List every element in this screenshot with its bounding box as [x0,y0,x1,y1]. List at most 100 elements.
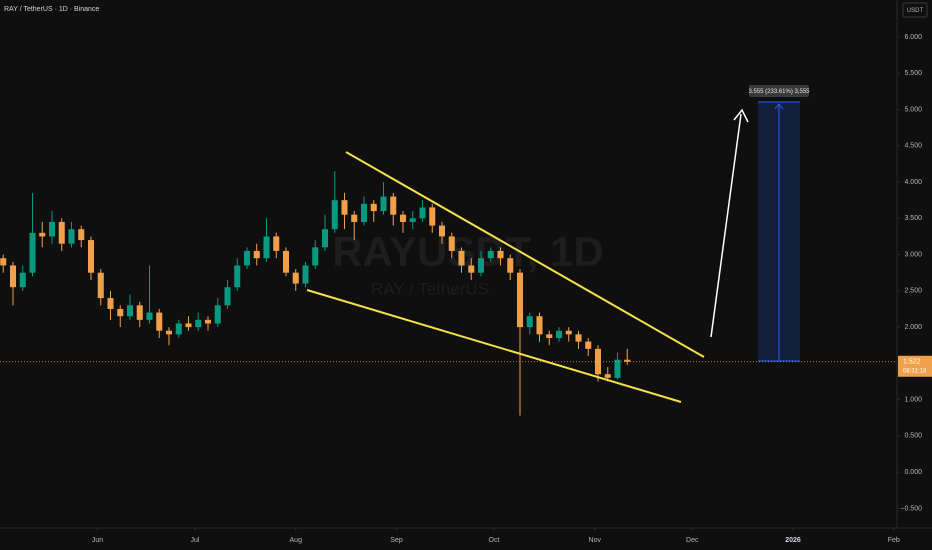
candle-body [302,265,309,284]
candle-body [97,272,104,299]
candle-body [117,308,124,317]
symbol-header: RAY / TetherUS · 1D · Binance [4,6,99,13]
candle-body [477,258,485,273]
candle-body [429,207,436,226]
candle-body [234,265,241,288]
plot-area: 6.000 5.500 5.000 4.500 4.000 3.500 3.000 2.500… [0,34,922,544]
candle-body [175,323,182,335]
last-price-tag [898,355,932,377]
candle-body [58,221,65,244]
x-tick-label: 2026 [785,537,801,544]
candle-body [487,250,494,259]
candle-body [126,305,134,317]
candle-body [29,232,36,273]
measure-arrow [774,103,784,110]
candle-body [614,359,621,378]
x-tick-label: Jul [191,537,200,544]
y-tick-label: 2.000 [904,324,922,331]
y-tick-label: 5.500 [904,70,922,77]
y-tick-label: −0.500 [900,505,922,512]
candle-body [185,323,192,328]
last-price-label: 1.522 [903,359,921,366]
candle-body [409,218,416,222]
candle-body [351,214,358,222]
candle-body [273,236,280,251]
candle-body [282,250,290,273]
candle-body [224,287,231,306]
candle-body [195,319,202,328]
y-tick-label: 2.500 [904,288,922,295]
x-tick-label: Oct [489,537,500,544]
candle-body [136,305,143,320]
candle-body [390,196,397,215]
watermark-subtitle: RAY / TetherUS [371,279,489,298]
x-tick-label: Aug [290,537,303,544]
candle-body [87,240,95,273]
candle-body [214,305,221,324]
y-tick-label: 5.000 [904,106,922,113]
y-tick-label: 3.000 [904,251,922,258]
candle-body [507,258,514,273]
candle-body [243,250,251,266]
candle-body [419,207,426,219]
candle-body [341,200,348,215]
candle-body [263,236,270,259]
measure-label: 3.555 (233.61%) 3,555 [748,89,810,95]
x-tick-label: Dec [686,537,699,544]
y-tick-label: 3.500 [904,215,922,222]
candle-body [604,374,611,378]
x-tick-label: Sep [390,537,403,544]
candle-body [546,334,553,338]
candle-body [68,229,75,244]
candle-body [78,229,85,241]
currency-label[interactable]: USDT [907,8,924,14]
currency-box[interactable] [902,2,928,18]
candle-body [565,330,572,335]
candle-body [575,334,582,342]
candle-body [536,316,543,335]
candle-body [585,341,592,349]
y-tick-label: 6.000 [904,34,922,41]
candle-body [360,203,368,222]
candle-body [526,316,533,328]
candle-body [497,250,504,259]
lower-trendline [306,289,682,403]
measure-label-box [749,85,809,97]
candle-body [380,196,387,212]
y-tick-label: 0.500 [904,433,922,440]
candle-body [312,247,319,266]
candle-body [9,265,17,288]
candle-body [107,298,114,309]
candle-body [321,229,329,248]
y-tick-label: 0.000 [904,469,922,476]
candle-body [438,225,446,237]
candle-body [468,265,475,273]
y-tick-label: 1.000 [904,396,922,403]
candle-body [292,272,299,284]
candle-body [0,258,7,266]
candle-body [146,312,153,320]
candle-body [19,272,26,288]
x-tick-label: Jun [92,537,103,544]
target-arrow [710,113,742,338]
candle-body [48,221,56,237]
y-tick-label: 4.000 [904,179,922,186]
candle-body [448,236,455,251]
candle-body [516,272,524,328]
candle-body [253,250,260,259]
candle-body [165,330,173,335]
candle-body [458,250,465,266]
candle-body [624,359,631,362]
upper-trendline [345,151,705,358]
candle-body [399,214,407,222]
y-tick-label: 4.500 [904,143,922,150]
candle-body [156,312,163,331]
candle-body [39,232,46,237]
target-arrow-head [733,108,749,123]
candle-body [331,200,338,230]
countdown: 08:31:18 [903,368,927,374]
watermark: RAYUSDT, 1D [332,228,604,275]
x-tick-label: Feb [888,537,900,544]
candle-body [370,203,377,212]
